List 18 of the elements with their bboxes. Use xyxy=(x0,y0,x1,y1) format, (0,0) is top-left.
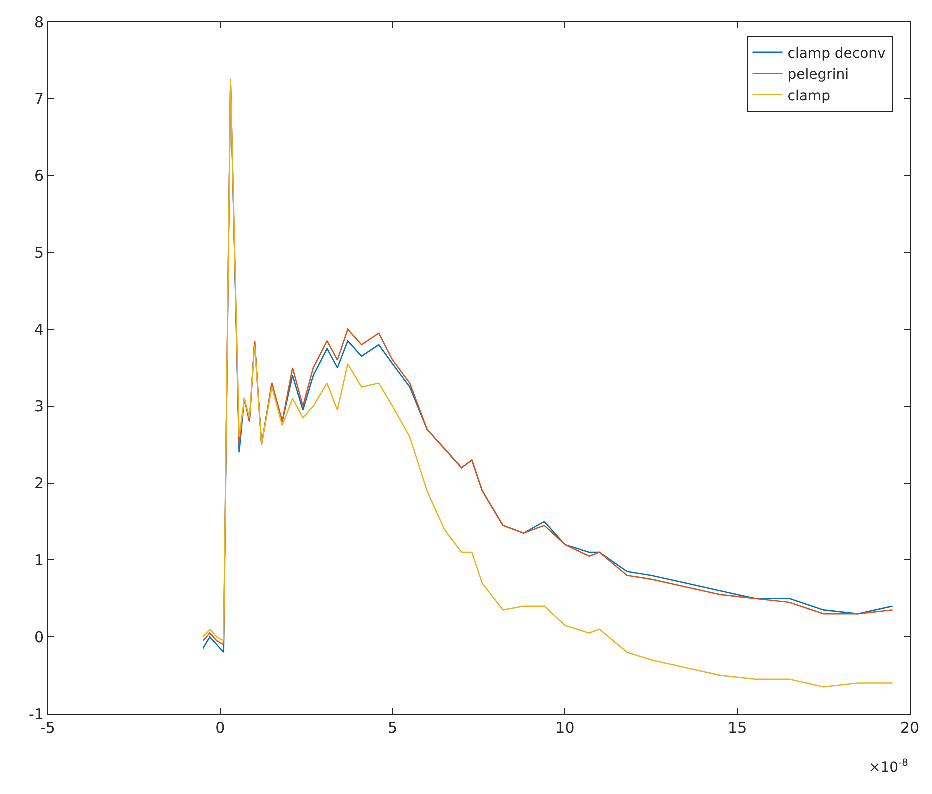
legend-label: clamp xyxy=(788,88,831,104)
y-tick-label: 5 xyxy=(34,244,44,262)
x-tick-label: 5 xyxy=(388,719,398,737)
y-tick-label: 4 xyxy=(34,320,44,339)
y-tick-label: 0 xyxy=(34,628,44,646)
y-tick-label: 2 xyxy=(34,474,44,493)
x-tick-label: 0 xyxy=(216,719,226,737)
legend-label: clamp deconv xyxy=(788,46,886,62)
x-tick-label: 20 xyxy=(900,719,920,737)
text: ×10$^{-8}$ xyxy=(869,758,908,776)
y-tick-label: 8 xyxy=(34,13,44,32)
x-tick-label: 10 xyxy=(556,719,575,737)
y-tick-label: 1 xyxy=(34,551,44,570)
x-tick-label: 15 xyxy=(728,719,748,737)
y-tick-label: 7 xyxy=(34,90,44,108)
legend-label: pelegrini xyxy=(788,67,850,84)
y-tick-label: 6 xyxy=(34,167,44,186)
y-tick-label: 3 xyxy=(34,398,44,416)
